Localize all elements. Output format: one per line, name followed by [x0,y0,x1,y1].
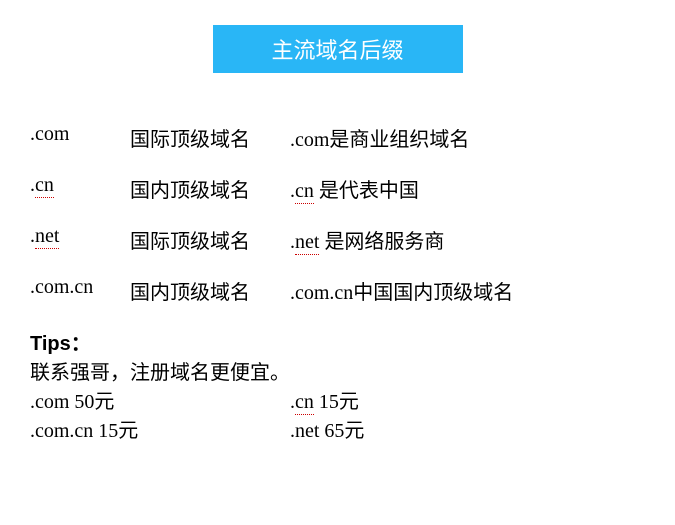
domain-type: 国内顶级域名 [130,174,290,203]
table-row: .net 国际顶级域名 .net 是网络服务商 [30,225,675,254]
underlined-text: cn [295,180,314,204]
underlined-text: cn [35,174,54,198]
price-left: .com.cn 15元 [30,414,290,443]
underlined-text: net [35,225,59,249]
price-right: .net 65元 [290,414,364,443]
domain-suffix: .com.cn [30,276,130,305]
domain-desc: .com.cn中国国内顶级域名 [290,276,513,305]
table-row: .cn 国内顶级域名 .cn 是代表中国 [30,174,675,203]
tips-label-text: Tips： [30,333,91,355]
domain-desc: .com是商业组织域名 [290,123,469,152]
price-row: .com 50元 .cn 15元 [30,385,675,414]
underlined-text: cn [295,391,314,415]
underlined-text: net [295,231,319,255]
page-title: 主流域名后缀 [213,25,463,73]
tips-line: 联系强哥，注册域名更便宜。 [30,356,675,385]
domain-suffix: .net [30,225,130,254]
domain-suffix: .com [30,123,130,152]
tips-section: Tips： 联系强哥，注册域名更便宜。 .com 50元 .cn 15元 .co… [30,327,675,443]
price-row: .com.cn 15元 .net 65元 [30,414,675,443]
table-row: .com.cn 国内顶级域名 .com.cn中国国内顶级域名 [30,276,675,305]
price-right: .cn 15元 [290,385,359,414]
domain-desc: .cn 是代表中国 [290,174,419,203]
domain-table: .com 国际顶级域名 .com是商业组织域名 .cn 国内顶级域名 .cn 是… [30,123,675,305]
domain-type: 国内顶级域名 [130,276,290,305]
domain-type: 国际顶级域名 [130,123,290,152]
domain-desc: .net 是网络服务商 [290,225,444,254]
table-row: .com 国际顶级域名 .com是商业组织域名 [30,123,675,152]
desc-text: 是网络服务商 [319,231,444,253]
desc-text: 是代表中国 [314,180,419,202]
domain-suffix: .cn [30,174,130,203]
price-text: 15元 [314,391,359,413]
price-left: .com 50元 [30,385,290,414]
tips-label: Tips： [30,327,675,356]
domain-type: 国际顶级域名 [130,225,290,254]
